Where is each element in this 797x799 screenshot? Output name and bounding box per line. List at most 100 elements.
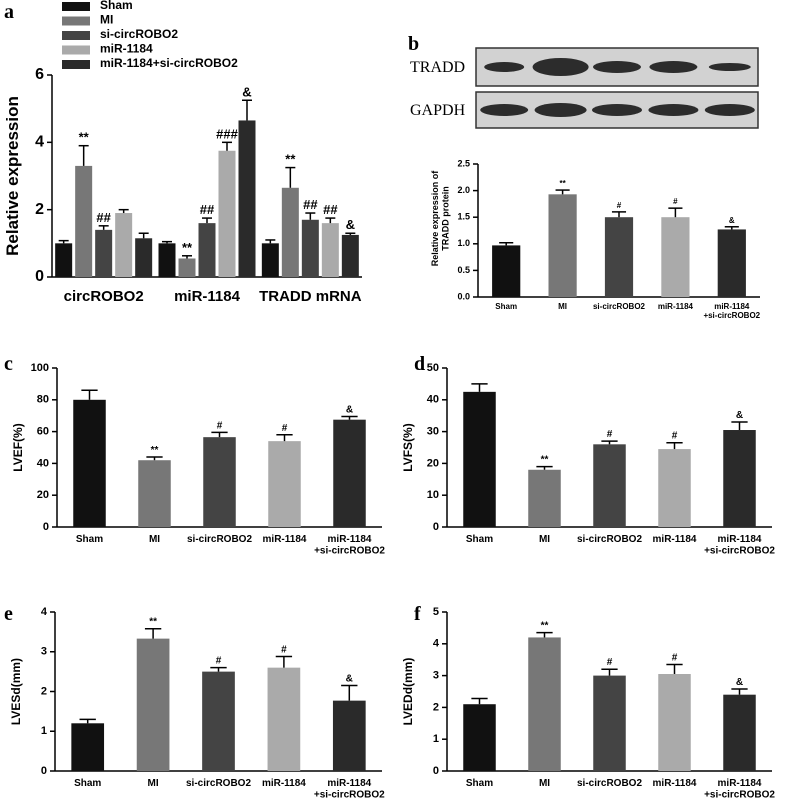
significance-mark: &	[346, 404, 353, 415]
error-bar	[601, 440, 618, 445]
error-bar	[81, 389, 98, 400]
error-bar	[211, 431, 228, 438]
bar	[492, 245, 521, 297]
x-tick-label: circROBO2	[64, 288, 144, 305]
significance-mark: ##	[96, 210, 111, 225]
x-tick-label: MI	[149, 534, 160, 545]
significance-mark: &	[736, 677, 743, 688]
bar	[55, 243, 73, 277]
significance-mark: **	[559, 179, 566, 188]
y-tick-label: 30	[427, 426, 439, 438]
y-tick-label: 60	[37, 426, 49, 438]
y-tick-label: 6	[35, 66, 44, 83]
bar	[267, 667, 301, 771]
error-bar	[471, 697, 488, 705]
bar	[198, 223, 216, 277]
blot-band	[593, 61, 641, 73]
y-tick-label: 80	[37, 394, 49, 406]
bar	[268, 441, 301, 527]
y-tick-label: 4	[35, 134, 44, 151]
bar	[281, 187, 299, 277]
bar	[548, 194, 577, 297]
significance-mark: &	[346, 217, 355, 232]
significance-mark: #	[617, 201, 622, 210]
significance-mark: #	[672, 431, 678, 442]
y-tick-label: 0	[433, 765, 439, 777]
blot-band	[704, 104, 755, 116]
error-bar	[611, 211, 627, 218]
error-bar	[98, 225, 109, 230]
error-bar	[345, 232, 356, 235]
significance-mark: #	[673, 197, 678, 206]
error-bar	[666, 663, 683, 675]
y-axis-label: LVEDd(mm)	[401, 658, 415, 726]
bar	[203, 437, 236, 527]
blot-band	[534, 103, 587, 117]
x-tick-label: miR-1184 +si-circROBO2	[704, 534, 775, 557]
x-tick-label: MI	[539, 778, 550, 789]
significance-mark: &	[346, 674, 353, 685]
blot-band	[708, 63, 751, 71]
legend-swatch	[62, 2, 90, 11]
bar	[332, 700, 366, 771]
blot-band	[592, 104, 642, 116]
error-bar	[555, 189, 570, 195]
y-tick-label: 5	[433, 606, 439, 618]
error-bar	[731, 421, 748, 431]
significance-mark: **	[79, 130, 90, 145]
bar	[218, 150, 236, 277]
error-bar	[666, 441, 683, 450]
significance-mark: **	[541, 621, 549, 632]
x-tick-label: si-circROBO2	[593, 302, 646, 311]
x-tick-label: si-circROBO2	[577, 778, 642, 789]
y-tick-label: 4	[41, 606, 48, 618]
significance-mark: **	[182, 240, 193, 255]
error-bar	[285, 166, 296, 188]
error-bar	[275, 655, 293, 668]
error-bar	[731, 688, 748, 695]
bar	[135, 238, 153, 277]
x-tick-label: miR-1184	[263, 534, 307, 545]
error-bar	[536, 465, 553, 470]
error-bar	[276, 434, 293, 442]
x-tick-label: miR-1184 +si-circROBO2	[314, 778, 385, 799]
significance-mark: ##	[323, 202, 338, 217]
error-bar	[668, 207, 683, 218]
bar	[593, 675, 626, 771]
legend-label: miR-1184+si-circROBO2	[100, 56, 238, 70]
y-tick-label: 40	[37, 457, 49, 469]
bar	[321, 223, 339, 277]
y-tick-label: 0	[41, 765, 47, 777]
y-tick-label: 20	[37, 489, 49, 501]
bar	[202, 671, 235, 771]
significance-mark: #	[216, 656, 222, 667]
blot-label: TRADD	[410, 59, 465, 76]
bar	[95, 229, 113, 277]
x-tick-label: miR-1184	[262, 778, 306, 789]
error-bar	[499, 241, 514, 246]
y-tick-label: 50	[427, 362, 439, 374]
y-tick-label: 0	[43, 521, 49, 533]
legend-label: MI	[100, 13, 113, 27]
error-bar	[305, 212, 316, 220]
blot-band	[648, 104, 699, 116]
x-tick-label: Sham	[495, 302, 517, 311]
significance-mark: #	[672, 652, 678, 663]
significance-mark: ###	[216, 126, 238, 141]
bar	[604, 217, 634, 297]
x-tick-label: si-circROBO2	[187, 534, 252, 545]
bar	[593, 444, 626, 527]
bar	[658, 674, 691, 771]
significance-mark: **	[541, 455, 549, 466]
y-tick-label: 2	[41, 685, 47, 697]
bar	[73, 399, 106, 527]
bar	[463, 704, 496, 771]
legend-label: Sham	[100, 0, 133, 12]
error-bar	[182, 255, 192, 259]
significance-mark: #	[607, 657, 613, 668]
panel-label: f	[414, 603, 421, 625]
bar	[136, 638, 170, 771]
error-bar	[265, 239, 276, 244]
x-tick-label: MI	[539, 534, 550, 545]
